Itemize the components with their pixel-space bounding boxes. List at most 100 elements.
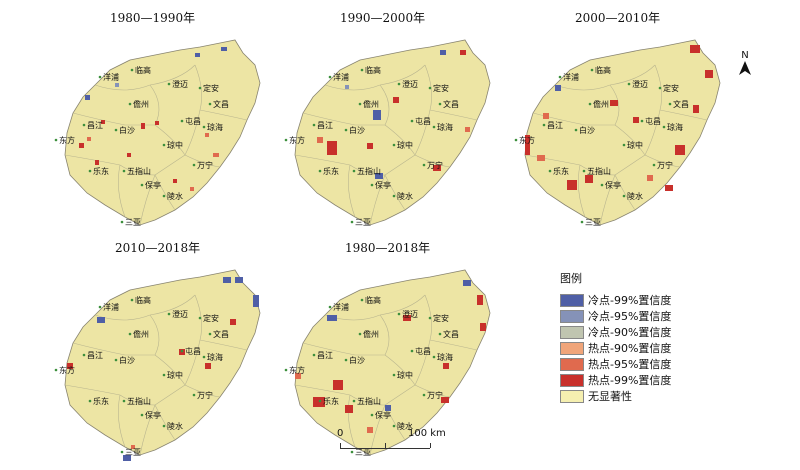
cluster-cell [525,135,530,155]
legend-item: 热点-95%置信度 [560,356,671,372]
county-seat-marker [392,194,396,198]
county-label: 乐东 [93,396,109,406]
county-boundary [414,339,431,386]
county-seat-marker [162,194,166,198]
county-boundary [644,109,661,156]
county-label: 澄迈 [402,309,418,319]
cluster-cell [441,397,449,403]
cluster-cell [213,153,219,157]
county-label: 乐东 [323,396,339,406]
legend-swatch [560,389,584,403]
county-boundary [414,109,431,156]
county-label: 洋浦 [333,72,349,82]
county-boundary [154,124,186,156]
cluster-cell [313,397,325,407]
county-label: 文昌 [213,329,229,339]
cluster-cell [385,405,391,411]
county-seat-marker [658,86,662,90]
island-outline [64,39,261,226]
county-seat-marker [130,68,134,72]
cluster-cell [537,155,545,161]
cluster-cell [665,185,673,191]
county-seat-marker [360,298,364,302]
county-label: 万宁 [197,160,213,170]
county-label: 万宁 [657,160,673,170]
county-label: 万宁 [197,390,213,400]
county-seat-marker [180,119,184,123]
legend-item: 冷点-95%置信度 [560,308,671,324]
county-label: 定安 [203,83,219,93]
county-boundary [614,174,636,211]
cluster-cell [327,141,337,155]
county-label: 屯昌 [645,116,661,126]
county-seat-marker [284,138,288,142]
county-seat-marker [192,393,196,397]
cluster-cell [693,105,699,113]
legend-item: 热点-99%置信度 [560,372,671,388]
legend-label: 热点-95%置信度 [588,358,672,371]
county-boundary [184,109,201,156]
county-seat-marker [438,332,442,336]
county-seat-marker [370,413,374,417]
county-label: 乐东 [93,166,109,176]
county-seat-marker [120,450,124,454]
county-boundary [139,404,156,456]
cluster-cell [373,110,381,120]
county-seat-marker [548,169,552,173]
county-label: 儋州 [133,329,149,339]
cluster-cell [123,455,131,461]
county-seat-marker [82,123,86,127]
county-seat-marker [580,220,584,224]
county-label: 万宁 [427,160,443,170]
county-label: 琼海 [437,352,453,362]
county-seat-marker [392,373,396,377]
county-label: 洋浦 [563,72,579,82]
cluster-cell [433,165,441,171]
county-label: 白沙 [579,125,595,135]
cluster-cell [131,445,135,449]
county-label: 昌江 [317,121,333,130]
county-seat-marker [82,353,86,357]
cluster-cell [195,53,200,57]
county-boundary [119,394,156,406]
county-seat-marker [542,123,546,127]
legend-swatch [560,325,584,339]
county-label: 琼中 [397,140,413,150]
county-label: 临高 [365,65,381,75]
county-seat-marker [622,143,626,147]
county-label: 临高 [135,295,151,305]
county-label: 儋州 [133,99,149,109]
county-label: 琼海 [437,122,453,132]
county-seat-marker [627,82,631,86]
cluster-cell [345,85,349,89]
county-boundary [184,384,221,398]
county-seat-marker [162,373,166,377]
legend-label: 冷点-90%置信度 [588,326,672,339]
north-arrow-icon [739,61,751,75]
county-boundary [599,174,616,226]
county-boundary [294,384,351,396]
cluster-cell [367,427,373,433]
county-boundary [199,109,248,121]
cluster-cell [205,133,209,137]
county-label: 乐东 [553,166,569,176]
county-seat-marker [514,138,518,142]
cluster-cell [115,83,119,87]
cluster-cell [647,175,653,181]
county-seat-marker [668,102,672,106]
county-label: 三亚 [125,448,141,457]
county-boundary [384,384,416,406]
county-seat-marker [622,194,626,198]
panel-title: 1990—2000年 [340,11,426,25]
county-label: 东方 [289,135,305,145]
county-label: 五指山 [587,166,611,176]
county-seat-marker [54,138,58,142]
county-seat-marker [198,316,202,320]
county-boundary [154,154,186,176]
county-label: 五指山 [357,396,381,406]
cluster-cell [460,50,466,55]
county-boundary [578,164,586,218]
cluster-cell [155,121,159,125]
